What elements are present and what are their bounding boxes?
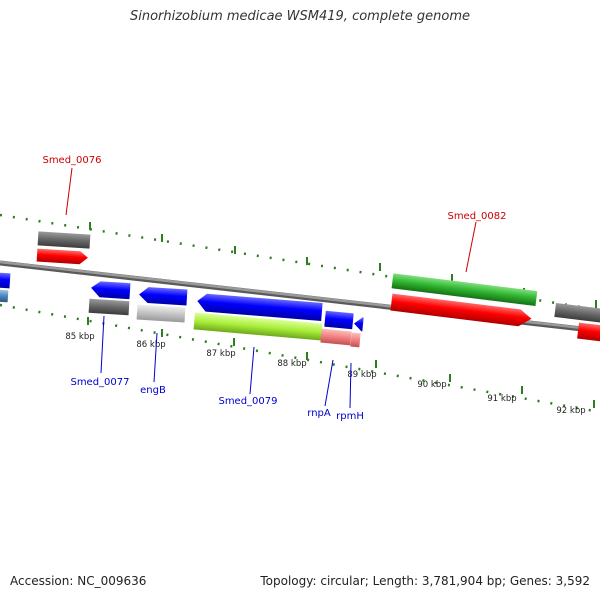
gene-next-cds[interactable] [577,322,600,343]
gene-label-smed-0076[interactable]: Smed_0076 [42,155,101,166]
lower-tick-track [0,303,600,414]
gene-rpmh-cds[interactable] [353,317,364,332]
tick-label-90: 90 kbp [417,380,446,390]
gene-label-smed-0082[interactable]: Smed_0082 [447,211,506,222]
gene-smed-0082-green[interactable] [391,273,538,306]
accession-text: Accession: NC_009636 [10,574,147,588]
tick-label-86: 86 kbp [136,340,165,350]
gene-engb-gray[interactable] [136,304,186,323]
gene-engb-cds[interactable] [139,287,188,306]
gene-smed-0082-cds[interactable] [390,293,532,328]
gene-smed-0079-lime[interactable] [193,312,323,341]
gene-smed-0076-cds[interactable] [36,248,89,265]
gene-rpmh-pink[interactable] [350,332,361,348]
genome-summary-text: Topology: circular; Length: 3,781,904 bp… [260,574,590,588]
gene-label-engb[interactable]: engB [140,385,166,396]
reverse-strand-features [0,272,364,348]
gene-label-smed-0077[interactable]: Smed_0077 [70,377,129,388]
tick-label-89: 89 kbp [347,370,376,380]
forward-strand-features [36,231,600,343]
tick-label-92: 92 kbp [556,406,585,416]
gene-smed-0077-cds[interactable] [91,281,131,300]
gene-rnpa-cds[interactable] [324,310,354,330]
gene-smed-0079-cds[interactable] [197,293,323,321]
label-leaders [65,167,477,409]
gene-label-rpmh[interactable]: rpmH [336,411,364,422]
tick-label-87: 87 kbp [206,349,235,359]
lower-major-ticks [87,317,595,408]
tick-label-91: 91 kbp [487,394,516,404]
gene-rnpa-pink[interactable] [320,328,352,346]
tick-label-85: 85 kbp [65,332,94,342]
gene-prev-steel[interactable] [0,289,9,303]
gene-label-smed-0079[interactable]: Smed_0079 [218,396,277,407]
gene-label-rnpa[interactable]: rnpA [307,408,331,419]
gene-smed-0076-gray[interactable] [37,231,91,249]
gene-next-gray[interactable] [554,303,600,324]
map-title: Sinorhizobium medicae WSM419, complete g… [129,9,471,24]
gene-prev-blue[interactable] [0,272,11,289]
tick-label-88: 88 kbp [277,359,306,369]
gene-smed-0077-gray[interactable] [88,298,130,316]
